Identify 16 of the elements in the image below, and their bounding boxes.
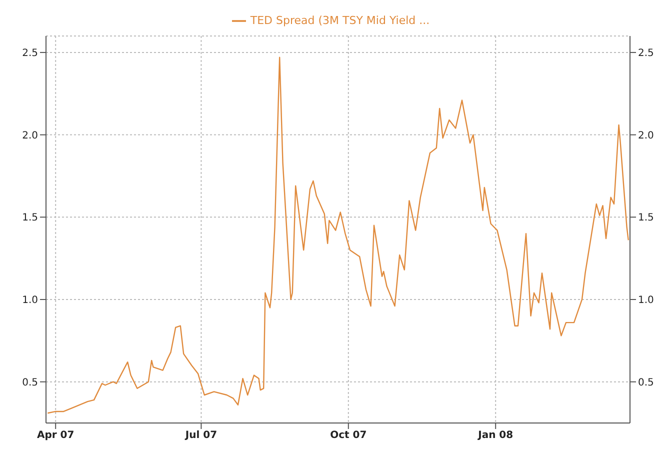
y-tick-label: 0.5 — [22, 377, 38, 388]
y2-tick-label: 2.0 — [638, 130, 654, 142]
y2-tick-label: 1.5 — [638, 212, 654, 224]
y2-tick-label: 0.5 — [638, 377, 654, 388]
x-tick-label: Apr 07 — [36, 430, 74, 442]
y2-tick-label: 2.5 — [638, 48, 654, 60]
y-tick-label: 2.5 — [22, 48, 38, 60]
x-tick-label: Jan 08 — [477, 430, 514, 442]
x-tick-label: Jul 07 — [184, 430, 218, 442]
y-tick-label: 2.0 — [22, 130, 38, 142]
line-series — [47, 56, 629, 414]
legend-label: TED Spread (3M TSY Mid Yield ... — [250, 14, 430, 28]
y-tick-label: 1.5 — [22, 212, 38, 224]
y2-tick-label: 1.0 — [638, 295, 654, 306]
y-tick-label: 1.0 — [22, 295, 38, 306]
x-tick-label: Oct 07 — [330, 430, 367, 442]
